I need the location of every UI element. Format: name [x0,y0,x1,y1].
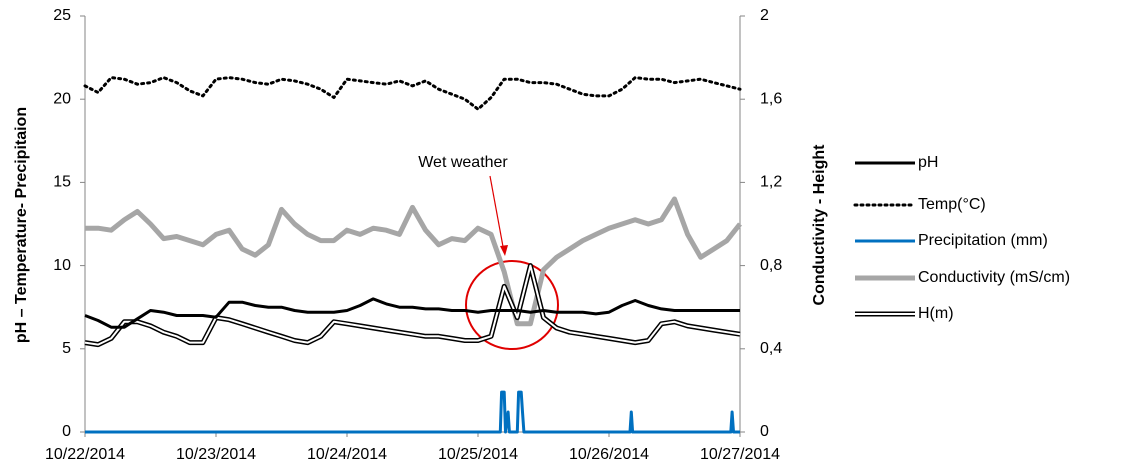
highlight-ellipse [465,260,559,350]
y-tick-label: 10 [53,257,71,274]
y2-tick-label: 1,2 [760,174,782,191]
y2-tick-label: 0 [760,423,769,440]
y-tick-label: 5 [62,340,71,357]
y-axis-title: pH – Temperature- Precipitaion [13,107,30,343]
y2-tick-label: 1,6 [760,90,782,107]
annotation-arrow [489,175,505,253]
x-tick-label: 10/22/2014 [45,446,125,463]
x-tick-label: 10/23/2014 [176,446,256,463]
series-line [84,263,741,348]
x-tick-label: 10/24/2014 [307,446,387,463]
legend-label: Conductivity (mS/cm) [918,269,1070,286]
y-tick-label: 20 [53,90,71,107]
legend-label: Precipitation (mm) [918,232,1048,249]
series-line-inner [84,264,741,346]
y2-tick-label: 0,4 [760,340,782,357]
legend-label: H(m) [918,305,954,322]
y2-axis-title: Conductivity - Height [811,144,828,306]
x-tick-label: 10/26/2014 [569,446,649,463]
y-tick-label: 15 [53,174,71,191]
y2-tick-label: 0,8 [760,257,782,274]
series-line [85,390,740,434]
x-tick-label: 10/25/2014 [438,446,518,463]
y-tick-label: 0 [62,423,71,440]
y2-tick-label: 2 [760,7,769,24]
legend-label: pH [918,154,938,171]
y-tick-label: 25 [53,7,71,24]
series-line [84,297,740,329]
series-line [85,196,742,327]
arrow-head [500,245,508,256]
legend-label: Temp(°C) [918,196,986,213]
series-line [83,76,742,111]
annotation: Wet weather [418,154,508,171]
x-tick-label: 10/27/2014 [700,446,780,463]
